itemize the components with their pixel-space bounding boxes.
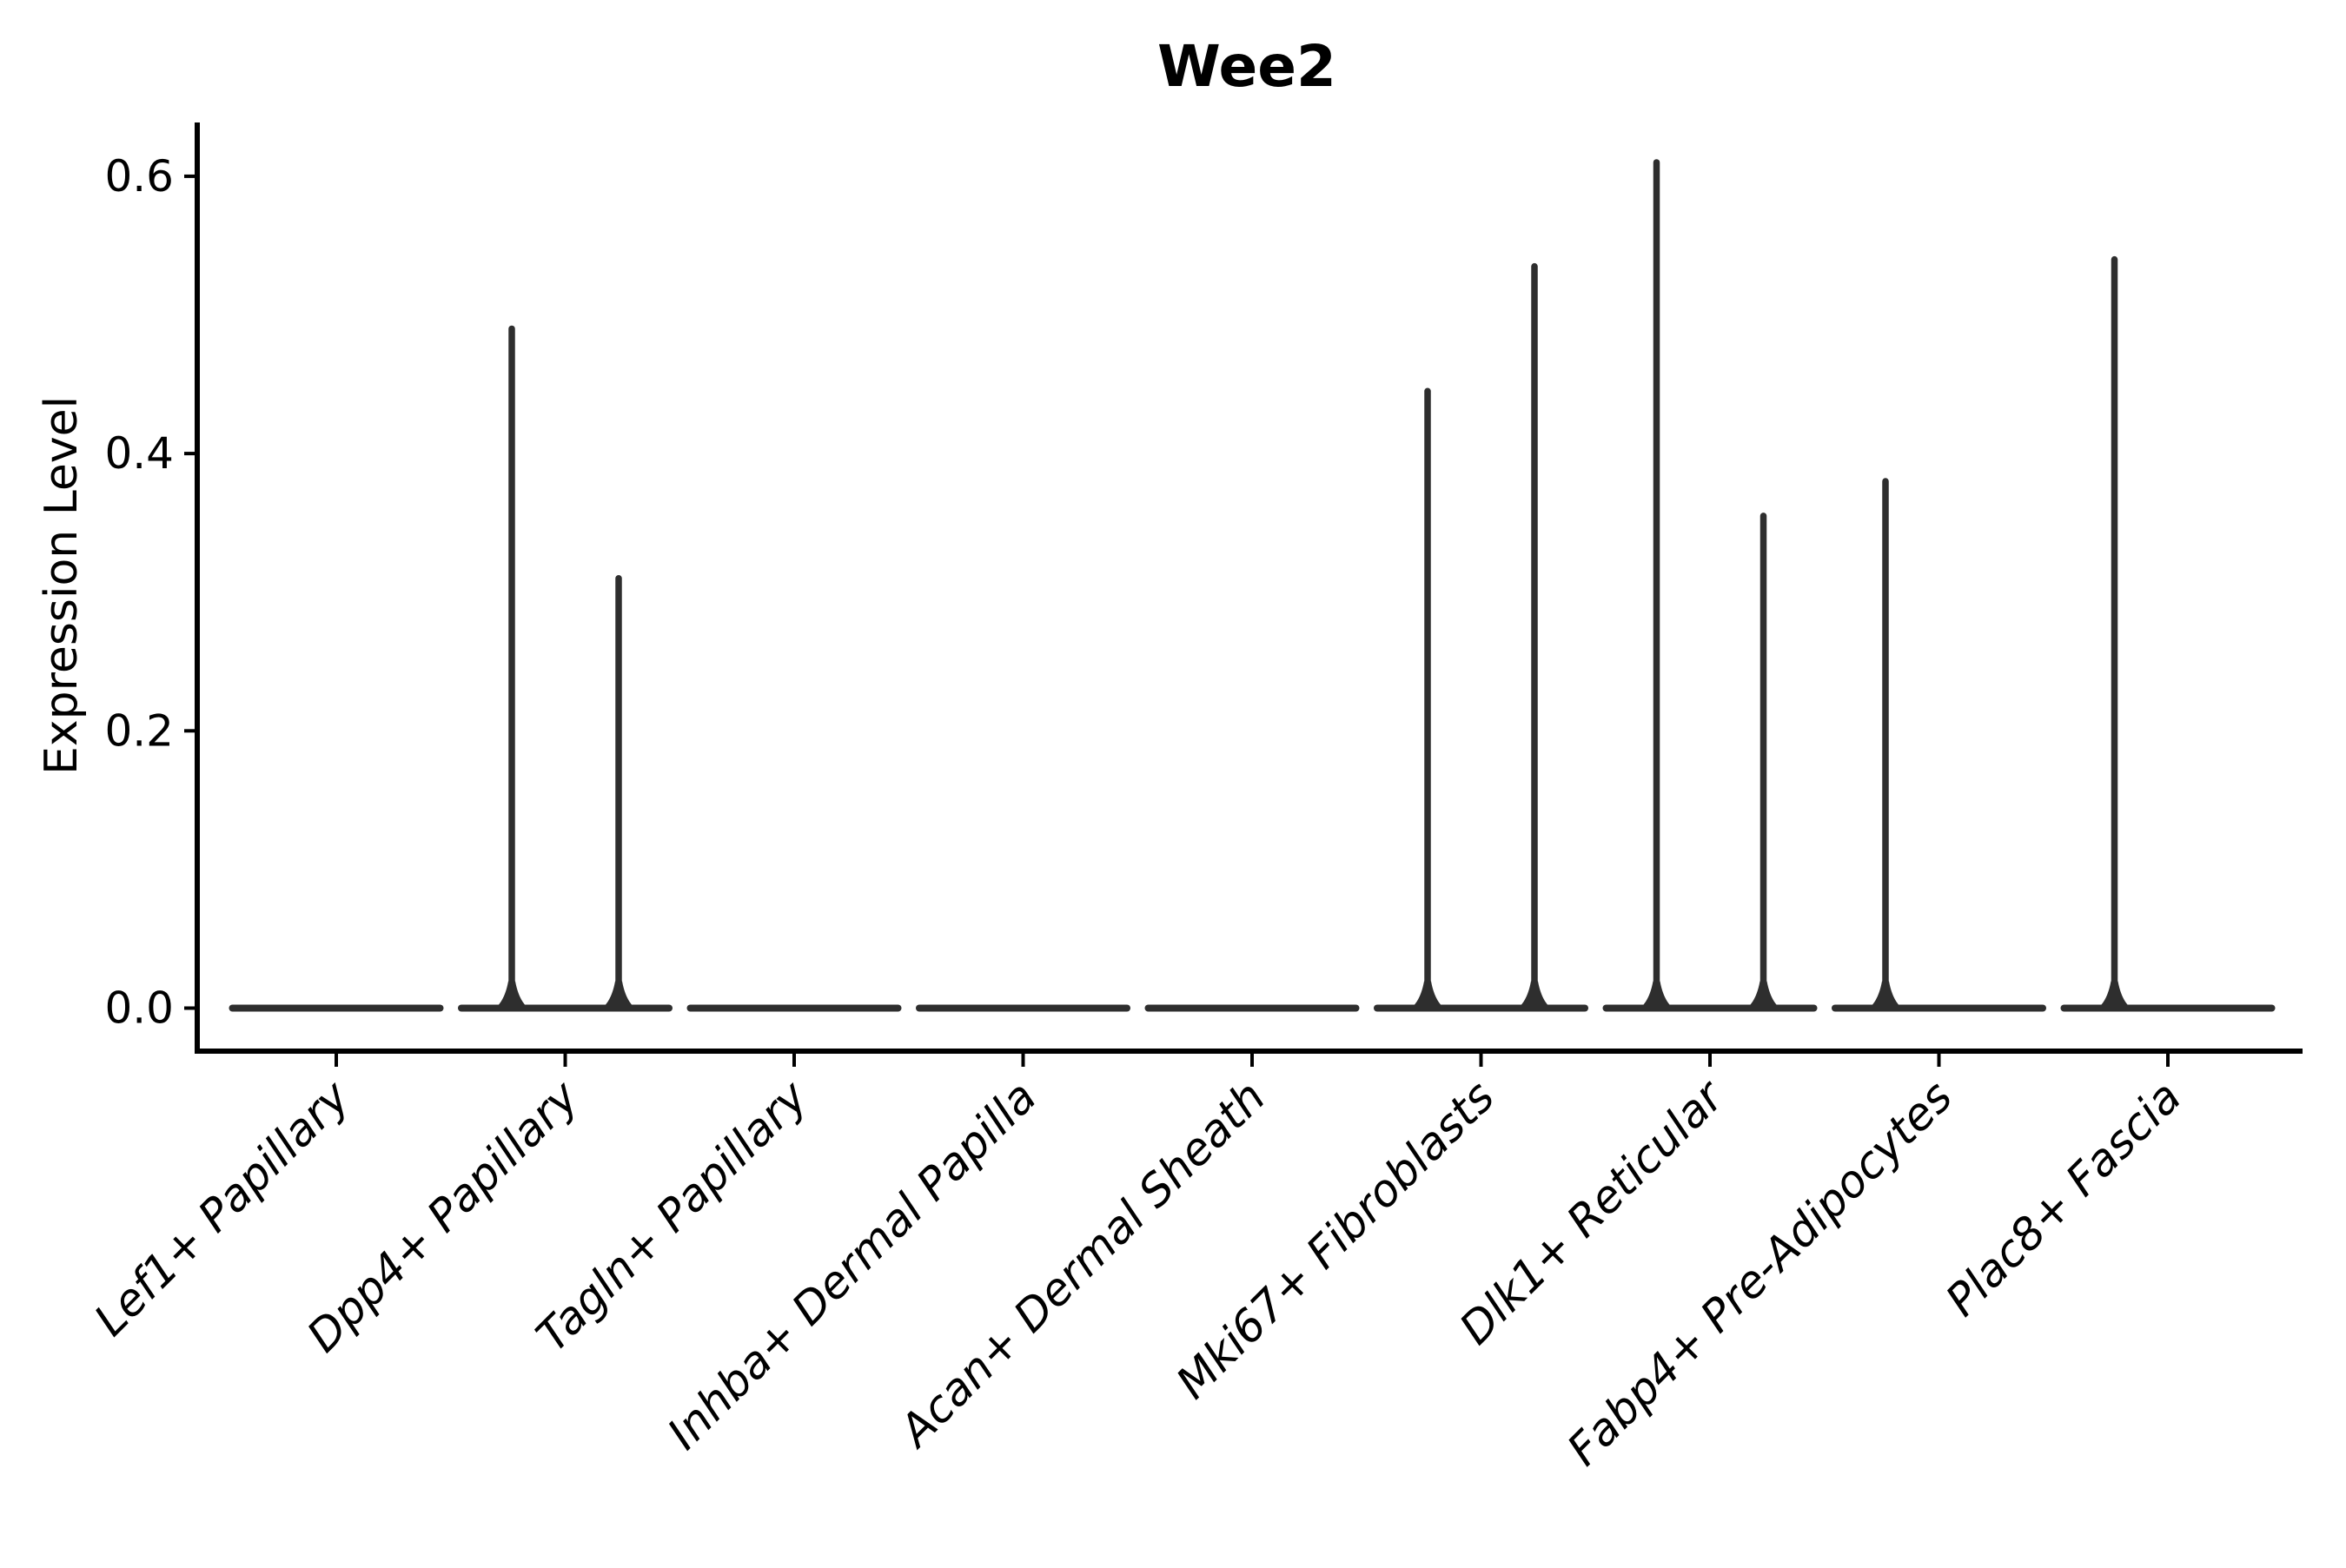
y-tick-label: 0.4: [104, 428, 174, 479]
y-axis-label: Expression Level: [36, 396, 88, 775]
x-tick-label: Inhba+ Dermal Papilla: [659, 1071, 1047, 1459]
violin-group: [1832, 478, 2046, 1012]
x-tick-label: Fabp4+ Pre-Adipocytes: [1558, 1071, 1963, 1476]
y-tick-label: 0.0: [104, 983, 174, 1034]
x-tick-label: Acan+ Dermal Sheath: [889, 1071, 1276, 1458]
violin-group: [458, 325, 673, 1012]
violins: [229, 159, 2276, 1012]
x-tick-label: Plac8+ Fascia: [1937, 1071, 2192, 1327]
chart-title: Wee2: [1157, 33, 1336, 100]
violin-group: [1374, 262, 1588, 1012]
violin-group: [2060, 255, 2276, 1012]
y-tick-label: 0.2: [104, 705, 174, 756]
y-axis-ticks: 0.0 0.2 0.4 0.6: [104, 151, 196, 1034]
y-tick-label: 0.6: [104, 151, 174, 202]
violin-group: [1602, 159, 1818, 1012]
